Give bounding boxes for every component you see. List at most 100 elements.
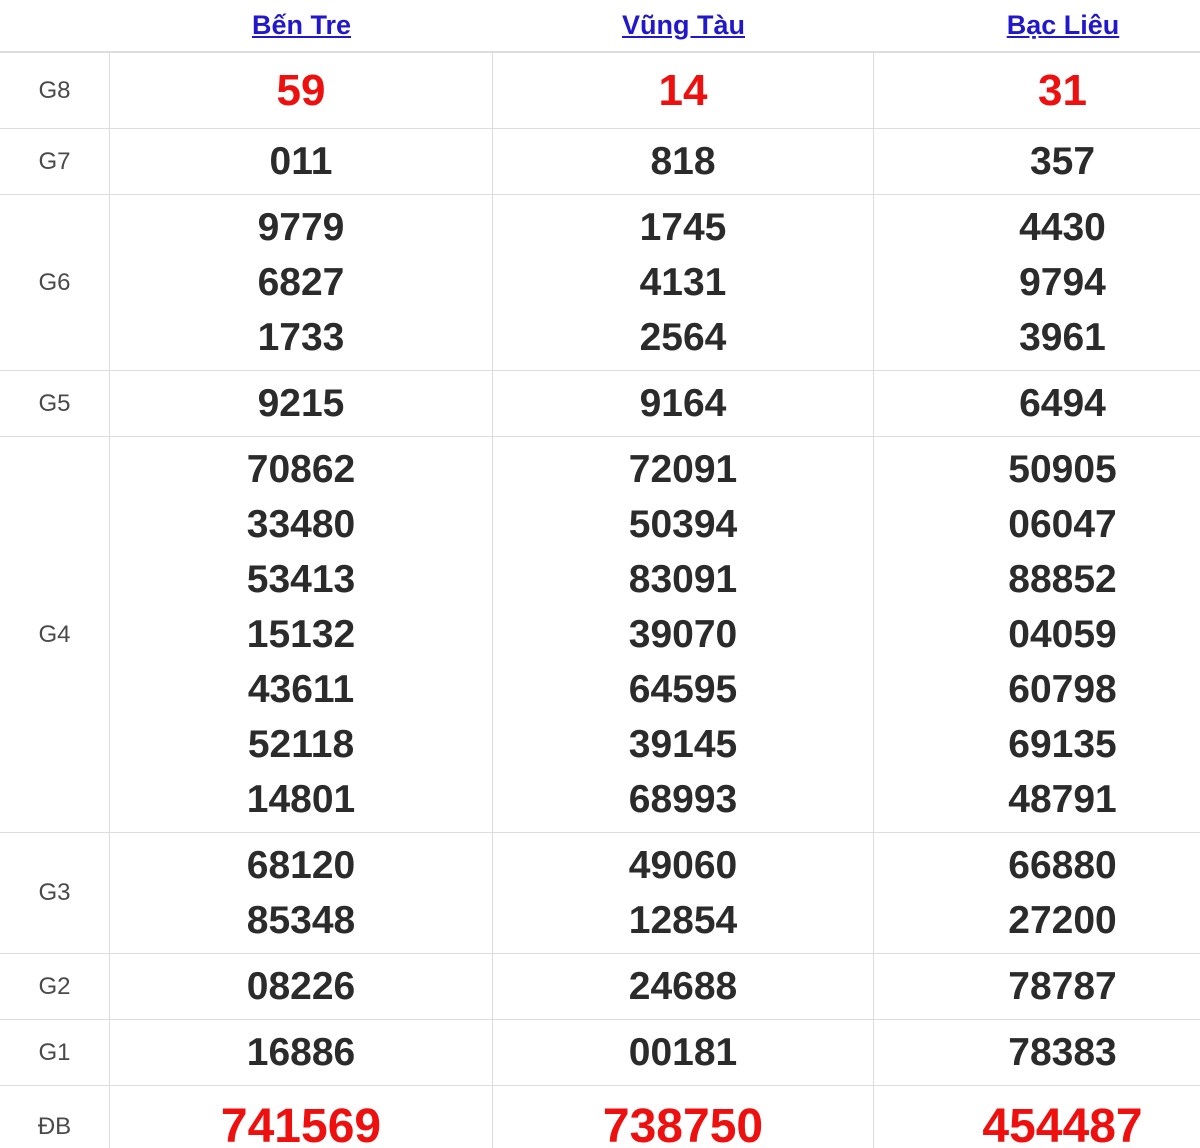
prize-cell-G1-bac-lieu: 78383 <box>874 1020 1200 1085</box>
prize-number: 48791 <box>1008 778 1117 821</box>
prize-number: 52118 <box>247 723 355 766</box>
prize-row-G5: G5 9215 9164 6494 <box>0 370 1200 436</box>
prize-number: 6494 <box>1019 382 1106 425</box>
prize-number: 50394 <box>628 503 738 546</box>
prize-number: 9779 <box>257 206 345 249</box>
prize-number: 27200 <box>1008 899 1117 942</box>
prize-number: 50905 <box>1008 448 1117 491</box>
prize-row-G4: G4 70862 33480 53413 15132 43611 52118 14801 720… <box>0 436 1200 832</box>
prize-number: 3961 <box>1019 316 1106 359</box>
prize-row-G2: G2 08226 24688 78787 <box>0 953 1200 1019</box>
prize-number: 738750 <box>602 1100 764 1148</box>
row-label: G4 <box>0 437 110 832</box>
prize-number: 33480 <box>246 503 356 546</box>
prize-number: 78787 <box>1008 965 1117 1008</box>
prize-cell-G5-bac-lieu: 6494 <box>874 371 1200 436</box>
prize-row-G7: G7 011 818 357 <box>0 128 1200 194</box>
prize-number: 39145 <box>628 723 738 766</box>
header-cell-vung-tau: Vũng Tàu <box>493 10 874 41</box>
prize-cell-G3-bac-lieu: 66880 27200 <box>874 833 1200 953</box>
prize-cell-G7-ben-tre: 011 <box>110 129 493 194</box>
prize-number: 49060 <box>628 844 738 887</box>
row-label: G1 <box>0 1020 110 1085</box>
prize-cell-G3-vung-tau: 49060 12854 <box>493 833 874 953</box>
prize-number: 1745 <box>639 206 727 249</box>
prize-number: 08226 <box>246 965 356 1008</box>
header-cell-ben-tre: Bến Tre <box>110 10 493 41</box>
prize-row-G6: G6 9779 6827 1733 1745 4131 2564 4430 9794 3961 <box>0 194 1200 370</box>
prize-cell-ĐB-vung-tau: 738750 <box>493 1086 874 1148</box>
row-label: G2 <box>0 954 110 1019</box>
prize-number: 66880 <box>1008 844 1117 887</box>
prize-number: 12854 <box>628 899 738 942</box>
prize-number: 9794 <box>1019 261 1106 304</box>
prize-cell-G4-bac-lieu: 50905 06047 88852 04059 60798 69135 48791 <box>874 437 1200 832</box>
prize-cell-G2-ben-tre: 08226 <box>110 954 493 1019</box>
prize-cell-ĐB-bac-lieu: 454487 <box>874 1086 1200 1148</box>
prize-cell-G8-vung-tau: 14 <box>493 53 874 128</box>
prize-number: 83091 <box>628 558 738 601</box>
province-link-vung-tau[interactable]: Vũng Tàu <box>622 10 745 40</box>
row-label: G7 <box>0 129 110 194</box>
prize-number: 2564 <box>639 316 727 359</box>
prize-number: 06047 <box>1008 503 1117 546</box>
prize-number: 741569 <box>220 1100 382 1148</box>
prize-number: 00181 <box>628 1031 738 1074</box>
prize-number: 4131 <box>639 261 727 304</box>
header-cell-bac-lieu: Bạc Liêu <box>874 10 1200 41</box>
row-label: G6 <box>0 195 110 370</box>
prize-number: 9215 <box>257 382 345 425</box>
prize-number: 60798 <box>1008 668 1117 711</box>
row-label: G8 <box>0 53 110 128</box>
prize-number: 24688 <box>628 965 738 1008</box>
prize-row-G8: G8 59 14 31 <box>0 52 1200 128</box>
prize-cell-G1-ben-tre: 16886 <box>110 1020 493 1085</box>
prize-number: 64595 <box>628 668 738 711</box>
prize-cell-G5-ben-tre: 9215 <box>110 371 493 436</box>
prize-cell-G5-vung-tau: 9164 <box>493 371 874 436</box>
prize-number: 6827 <box>257 261 345 304</box>
province-link-ben-tre[interactable]: Bến Tre <box>251 10 352 40</box>
prize-number: 818 <box>650 140 716 183</box>
prize-number: 85348 <box>246 899 356 942</box>
prize-number: 72091 <box>628 448 738 491</box>
prize-number: 68120 <box>246 844 356 887</box>
prize-cell-G8-ben-tre: 59 <box>110 53 493 128</box>
prize-row-G3: G3 68120 85348 49060 12854 66880 27200 <box>0 832 1200 953</box>
prize-number: 68993 <box>628 778 738 821</box>
prize-cell-G7-vung-tau: 818 <box>493 129 874 194</box>
prize-cell-G4-ben-tre: 70862 33480 53413 15132 43611 52118 14801 <box>110 437 493 832</box>
prize-cell-G2-bac-lieu: 78787 <box>874 954 1200 1019</box>
prize-number: 69135 <box>1008 723 1117 766</box>
prize-number: 53413 <box>246 558 356 601</box>
prize-number: 04059 <box>1008 613 1117 656</box>
prize-cell-G6-bac-lieu: 4430 9794 3961 <box>874 195 1200 370</box>
prize-number: 59 <box>276 66 326 115</box>
prize-number: 4430 <box>1019 206 1106 249</box>
prize-number: 15132 <box>246 613 356 656</box>
prize-cell-G4-vung-tau: 72091 50394 83091 39070 64595 39145 68993 <box>493 437 874 832</box>
prize-row-G1: G1 16886 00181 78383 <box>0 1019 1200 1085</box>
prize-number: 43611 <box>247 668 355 711</box>
prize-number: 14 <box>658 66 708 115</box>
prize-number: 011 <box>269 140 333 183</box>
row-label: G5 <box>0 371 110 436</box>
row-label: G3 <box>0 833 110 953</box>
table-header-row: Bến Tre Vũng Tàu Bạc Liêu <box>0 0 1200 52</box>
prize-cell-G6-vung-tau: 1745 4131 2564 <box>493 195 874 370</box>
prize-number: 39070 <box>628 613 738 656</box>
prize-number: 9164 <box>639 382 727 425</box>
province-link-bac-lieu[interactable]: Bạc Liêu <box>1006 10 1120 40</box>
prize-cell-G3-ben-tre: 68120 85348 <box>110 833 493 953</box>
prize-number: 70862 <box>246 448 356 491</box>
prize-cell-G1-vung-tau: 00181 <box>493 1020 874 1085</box>
prize-number: 357 <box>1029 140 1096 183</box>
prize-number: 78383 <box>1008 1031 1117 1074</box>
prize-number: 31 <box>1038 66 1087 115</box>
prize-number: 88852 <box>1008 558 1117 601</box>
prize-number: 16886 <box>246 1031 356 1074</box>
prize-number: 1733 <box>257 316 345 359</box>
prize-cell-G7-bac-lieu: 357 <box>874 129 1200 194</box>
